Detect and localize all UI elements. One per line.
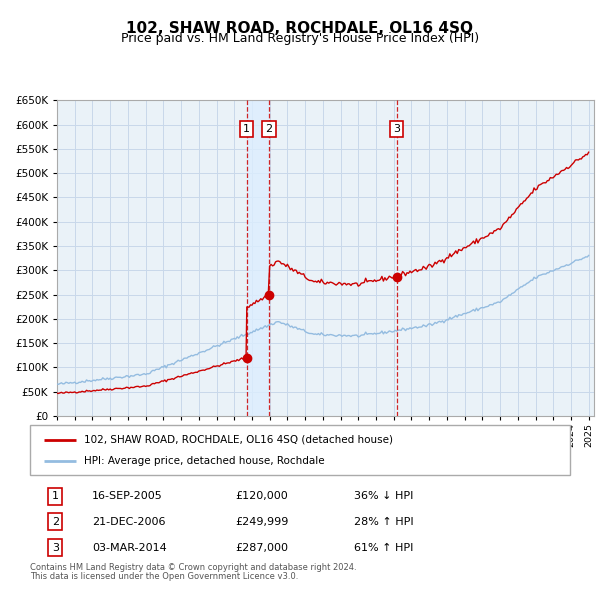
Text: £120,000: £120,000 [235,491,288,501]
Text: Price paid vs. HM Land Registry's House Price Index (HPI): Price paid vs. HM Land Registry's House … [121,32,479,45]
Text: 2: 2 [52,516,59,526]
Text: 21-DEC-2006: 21-DEC-2006 [92,516,166,526]
Text: 03-MAR-2014: 03-MAR-2014 [92,543,167,553]
Text: 102, SHAW ROAD, ROCHDALE, OL16 4SQ: 102, SHAW ROAD, ROCHDALE, OL16 4SQ [127,21,473,35]
Text: 61% ↑ HPI: 61% ↑ HPI [354,543,413,553]
Text: HPI: Average price, detached house, Rochdale: HPI: Average price, detached house, Roch… [84,456,325,466]
Text: Contains HM Land Registry data © Crown copyright and database right 2024.: Contains HM Land Registry data © Crown c… [30,563,356,572]
Text: 3: 3 [52,543,59,553]
Text: This data is licensed under the Open Government Licence v3.0.: This data is licensed under the Open Gov… [30,572,298,581]
Text: £249,999: £249,999 [235,516,289,526]
Text: £287,000: £287,000 [235,543,288,553]
Text: 102, SHAW ROAD, ROCHDALE, OL16 4SQ (detached house): 102, SHAW ROAD, ROCHDALE, OL16 4SQ (deta… [84,435,393,445]
Text: 36% ↓ HPI: 36% ↓ HPI [354,491,413,501]
Text: 1: 1 [244,124,250,134]
Text: 3: 3 [393,124,400,134]
FancyBboxPatch shape [30,425,570,475]
Text: 28% ↑ HPI: 28% ↑ HPI [354,516,413,526]
Bar [247,100,269,416]
Text: 2: 2 [266,124,273,134]
Text: 16-SEP-2005: 16-SEP-2005 [92,491,163,501]
Text: 1: 1 [52,491,59,501]
